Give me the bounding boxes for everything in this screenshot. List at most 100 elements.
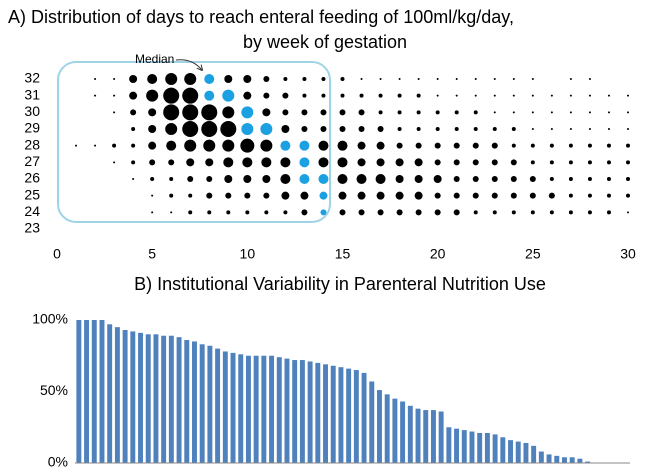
bubble xyxy=(588,94,591,97)
bar xyxy=(323,364,328,463)
bar xyxy=(114,327,120,463)
bubble xyxy=(397,127,402,131)
x-tick-label: 0 xyxy=(53,246,61,262)
bubble xyxy=(339,109,346,116)
annotation-arrow xyxy=(175,59,202,70)
bubble xyxy=(492,210,497,215)
bubble xyxy=(587,193,592,198)
bubble xyxy=(607,111,610,114)
bubble xyxy=(357,191,366,200)
bubble xyxy=(205,158,214,167)
bubble xyxy=(241,123,254,135)
bubble xyxy=(531,78,534,80)
bubble xyxy=(510,176,517,182)
annotation: Median xyxy=(135,52,174,66)
bar xyxy=(299,360,305,463)
bubble xyxy=(280,140,291,151)
bubble xyxy=(224,175,233,183)
x-tick-label: 10 xyxy=(240,246,256,262)
bubble xyxy=(414,158,423,167)
bubble xyxy=(299,140,310,151)
bubble xyxy=(222,106,235,119)
y-tick-label: 26 xyxy=(24,170,40,186)
bar xyxy=(84,320,90,463)
y-tick-label: 31 xyxy=(24,86,40,102)
bubble xyxy=(113,111,116,114)
bubble xyxy=(453,159,460,166)
bar xyxy=(477,432,483,463)
bar xyxy=(423,410,429,463)
bubble xyxy=(472,159,479,166)
bubble xyxy=(453,192,460,199)
bar xyxy=(508,440,513,463)
bubble xyxy=(245,210,250,215)
bubble xyxy=(510,159,517,166)
bubble xyxy=(569,94,572,97)
bubble xyxy=(282,92,289,99)
bubble xyxy=(454,110,459,115)
bar xyxy=(346,368,352,463)
bubble xyxy=(129,91,138,100)
bar xyxy=(176,337,182,463)
bubble xyxy=(243,75,252,83)
bubble xyxy=(241,106,254,119)
bubble xyxy=(491,142,498,149)
bubble xyxy=(163,104,180,121)
bubble xyxy=(300,191,309,200)
bubble xyxy=(569,128,572,130)
bubble xyxy=(491,192,498,199)
bubble xyxy=(587,143,592,148)
bubble xyxy=(302,77,307,81)
bar xyxy=(461,430,467,463)
bubble xyxy=(261,157,272,168)
bubble xyxy=(587,160,592,165)
bubble xyxy=(242,157,253,168)
bubble xyxy=(397,110,402,115)
bubble xyxy=(529,176,536,182)
bubble xyxy=(224,75,233,83)
bubble xyxy=(416,93,421,98)
bubble xyxy=(129,75,138,83)
bubble xyxy=(473,210,478,215)
bubble xyxy=(395,175,404,183)
bubble xyxy=(627,128,629,130)
bubble xyxy=(606,177,611,181)
bubble xyxy=(588,128,591,130)
bubble xyxy=(491,159,498,166)
bar xyxy=(307,361,313,463)
y-tick-label: 50% xyxy=(40,382,68,398)
bubble xyxy=(281,191,290,200)
bubble xyxy=(148,125,157,133)
bubble xyxy=(112,143,117,148)
bubble xyxy=(260,123,273,135)
bubble xyxy=(549,177,554,181)
bubble xyxy=(301,109,308,116)
bubble xyxy=(204,74,215,84)
bubble xyxy=(301,126,308,132)
bubble xyxy=(377,209,384,216)
median-region xyxy=(57,61,331,223)
bar xyxy=(384,394,390,463)
bubble xyxy=(434,209,441,216)
bubble xyxy=(131,160,136,165)
bubble xyxy=(282,109,289,116)
bubble xyxy=(434,192,441,199)
bubble xyxy=(568,143,573,148)
bar xyxy=(454,428,460,463)
bar xyxy=(168,335,174,463)
bar xyxy=(554,455,560,463)
bubble xyxy=(414,175,423,183)
y-tick-label: 100% xyxy=(32,311,68,327)
bubble xyxy=(416,110,421,115)
x-tick-label: 20 xyxy=(430,246,446,262)
bubble xyxy=(264,210,269,215)
bar xyxy=(222,351,228,463)
bubble xyxy=(337,174,348,184)
bar xyxy=(130,331,136,463)
bubble xyxy=(606,160,611,165)
bubble xyxy=(455,94,458,97)
bubble xyxy=(626,160,630,165)
bubble xyxy=(148,141,157,150)
bar xyxy=(230,352,236,463)
bubble xyxy=(491,176,498,182)
